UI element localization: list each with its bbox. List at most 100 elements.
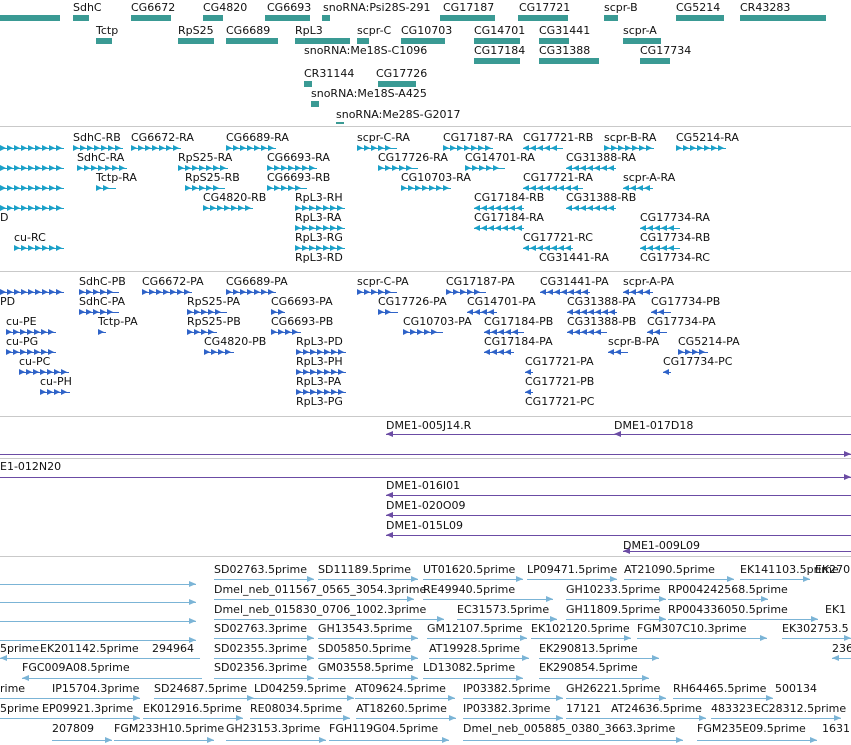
feature-glyph[interactable] (539, 675, 649, 682)
feature-glyph[interactable] (203, 15, 223, 21)
feature-glyph[interactable] (566, 695, 666, 702)
feature-glyph[interactable] (142, 289, 192, 296)
feature-glyph[interactable] (678, 349, 708, 356)
feature-glyph[interactable] (0, 655, 200, 662)
feature-glyph[interactable] (52, 737, 112, 744)
feature-glyph[interactable] (96, 38, 112, 44)
feature-glyph[interactable] (0, 451, 851, 457)
feature-glyph[interactable] (22, 675, 202, 682)
feature-glyph[interactable] (214, 675, 314, 682)
feature-glyph[interactable] (185, 185, 225, 192)
feature-glyph[interactable] (304, 81, 312, 87)
feature-glyph[interactable] (79, 289, 119, 296)
feature-glyph[interactable] (697, 737, 817, 744)
feature-glyph[interactable] (640, 58, 670, 64)
feature-glyph[interactable] (0, 715, 140, 722)
feature-glyph[interactable] (567, 329, 607, 336)
feature-glyph[interactable] (0, 474, 851, 481)
feature-glyph[interactable] (271, 309, 285, 316)
feature-glyph[interactable] (154, 695, 254, 702)
feature-glyph[interactable] (0, 145, 64, 152)
feature-glyph[interactable] (423, 596, 553, 603)
feature-glyph[interactable] (676, 145, 726, 152)
feature-glyph[interactable] (214, 635, 314, 642)
feature-glyph[interactable] (214, 576, 314, 583)
feature-glyph[interactable] (446, 289, 486, 296)
feature-glyph[interactable] (6, 349, 56, 356)
feature-glyph[interactable] (614, 431, 851, 438)
feature-glyph[interactable] (523, 245, 573, 252)
feature-glyph[interactable] (295, 225, 345, 232)
feature-glyph[interactable] (740, 15, 826, 21)
feature-glyph[interactable] (423, 576, 523, 583)
feature-glyph[interactable] (386, 512, 851, 519)
feature-glyph[interactable] (79, 309, 119, 316)
feature-glyph[interactable] (187, 309, 227, 316)
feature-glyph[interactable] (463, 715, 563, 722)
feature-glyph[interactable] (566, 715, 706, 722)
feature-glyph[interactable] (214, 655, 314, 662)
feature-glyph[interactable] (0, 618, 196, 625)
feature-glyph[interactable] (0, 205, 64, 212)
feature-glyph[interactable] (322, 15, 330, 21)
feature-glyph[interactable] (429, 655, 529, 662)
feature-glyph[interactable] (295, 205, 345, 212)
feature-glyph[interactable] (651, 309, 671, 316)
feature-glyph[interactable] (463, 737, 683, 744)
feature-glyph[interactable] (484, 329, 524, 336)
feature-glyph[interactable] (474, 225, 524, 232)
feature-glyph[interactable] (673, 695, 773, 702)
feature-glyph[interactable] (423, 675, 523, 682)
feature-glyph[interactable] (214, 596, 414, 603)
feature-glyph[interactable] (318, 635, 418, 642)
feature-glyph[interactable] (226, 289, 276, 296)
feature-glyph[interactable] (267, 185, 307, 192)
feature-glyph[interactable] (523, 185, 583, 192)
feature-glyph[interactable] (647, 329, 667, 336)
feature-glyph[interactable] (525, 389, 533, 396)
feature-glyph[interactable] (668, 616, 818, 623)
feature-glyph[interactable] (378, 165, 418, 172)
feature-glyph[interactable] (311, 101, 319, 107)
feature-glyph[interactable] (566, 596, 666, 603)
feature-glyph[interactable] (566, 205, 616, 212)
feature-glyph[interactable] (474, 205, 524, 212)
feature-glyph[interactable] (668, 596, 768, 603)
feature-glyph[interactable] (525, 369, 533, 376)
feature-glyph[interactable] (203, 205, 253, 212)
feature-glyph[interactable] (623, 548, 851, 555)
feature-glyph[interactable] (356, 715, 456, 722)
feature-glyph[interactable] (474, 38, 520, 44)
feature-glyph[interactable] (566, 616, 666, 623)
feature-glyph[interactable] (0, 185, 64, 192)
feature-glyph[interactable] (378, 309, 398, 316)
feature-glyph[interactable] (457, 616, 557, 623)
feature-glyph[interactable] (566, 165, 616, 172)
feature-glyph[interactable] (14, 245, 64, 252)
feature-glyph[interactable] (40, 389, 70, 396)
feature-glyph[interactable] (663, 369, 671, 376)
feature-glyph[interactable] (296, 389, 346, 396)
feature-glyph[interactable] (782, 635, 851, 642)
feature-glyph[interactable] (443, 145, 493, 152)
feature-glyph[interactable] (484, 349, 514, 356)
feature-glyph[interactable] (640, 245, 680, 252)
feature-glyph[interactable] (187, 329, 217, 336)
feature-glyph[interactable] (77, 165, 127, 172)
feature-glyph[interactable] (386, 532, 851, 539)
feature-glyph[interactable] (254, 695, 354, 702)
feature-glyph[interactable] (676, 15, 724, 21)
feature-glyph[interactable] (271, 329, 301, 336)
feature-glyph[interactable] (357, 38, 369, 44)
feature-glyph[interactable] (523, 145, 563, 152)
feature-glyph[interactable] (131, 15, 171, 21)
feature-glyph[interactable] (143, 715, 243, 722)
feature-glyph[interactable] (539, 38, 569, 44)
feature-glyph[interactable] (329, 737, 449, 744)
feature-glyph[interactable] (96, 185, 116, 192)
feature-glyph[interactable] (527, 576, 617, 583)
feature-glyph[interactable] (832, 655, 851, 662)
feature-glyph[interactable] (440, 15, 495, 21)
feature-glyph[interactable] (531, 635, 631, 642)
feature-glyph[interactable] (623, 185, 653, 192)
